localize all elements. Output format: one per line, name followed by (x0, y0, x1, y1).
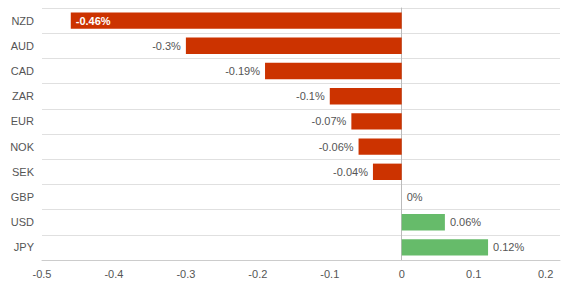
svg-text:0.2: 0.2 (538, 268, 553, 280)
svg-text:ZAR: ZAR (12, 90, 34, 102)
svg-text:-0.3%: -0.3% (152, 40, 181, 52)
svg-text:-0.06%: -0.06% (319, 141, 354, 153)
svg-text:-0.1%: -0.1% (296, 90, 325, 102)
svg-text:-0.1: -0.1 (320, 268, 339, 280)
svg-text:NZD: NZD (11, 15, 34, 27)
svg-text:-0.07%: -0.07% (312, 115, 347, 127)
svg-text:0.06%: 0.06% (450, 216, 481, 228)
svg-text:0%: 0% (407, 191, 423, 203)
svg-text:JPY: JPY (14, 241, 35, 253)
svg-text:0.12%: 0.12% (493, 241, 524, 253)
svg-text:-0.5: -0.5 (33, 268, 52, 280)
svg-text:-0.04%: -0.04% (333, 166, 368, 178)
svg-text:-0.19%: -0.19% (225, 65, 260, 77)
svg-text:USD: USD (11, 216, 34, 228)
svg-text:CAD: CAD (11, 65, 34, 77)
svg-text:-0.4: -0.4 (104, 268, 123, 280)
svg-text:0: 0 (399, 268, 405, 280)
svg-text:AUD: AUD (11, 40, 34, 52)
svg-text:NOK: NOK (10, 141, 35, 153)
svg-text:-0.2: -0.2 (248, 268, 267, 280)
svg-text:EUR: EUR (11, 115, 34, 127)
svg-text:0.1: 0.1 (466, 268, 481, 280)
svg-text:GBP: GBP (11, 191, 34, 203)
svg-text:-0.3: -0.3 (176, 268, 195, 280)
svg-text:SEK: SEK (12, 166, 35, 178)
svg-text:-0.46%: -0.46% (76, 15, 111, 27)
